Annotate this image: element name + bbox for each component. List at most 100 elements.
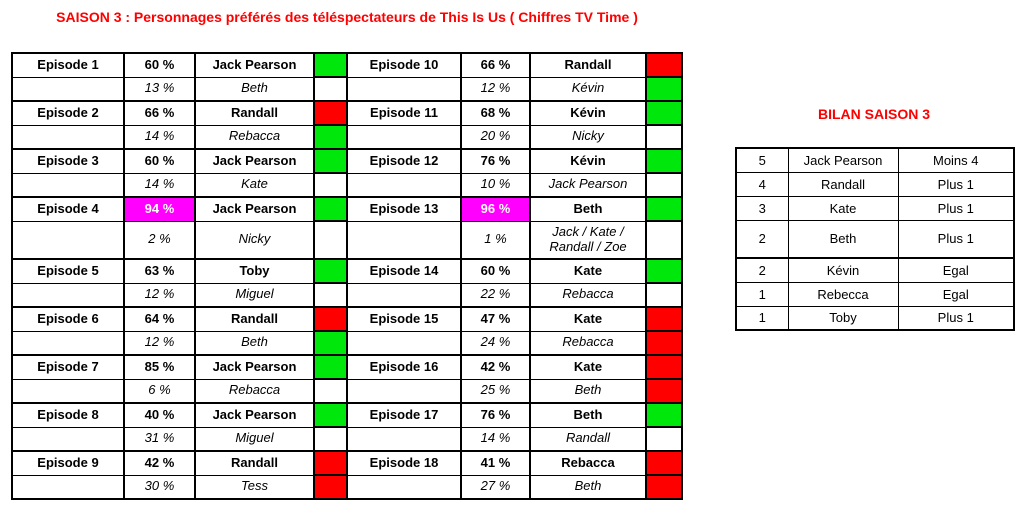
runnerup-percent-cell: 13 % [123,76,196,102]
episode-label-cell: Episode 17 [346,402,462,428]
bilan-trend-cell: Egal [897,281,1015,307]
episode-win-row: Episode 4 94 % Jack Pearson Episode 13 9… [11,196,683,222]
runnerup-character-cell: Beth [529,474,647,500]
runnerup-character-cell: Jack / Kate / Randall / Zoe [529,220,647,260]
episode-label-cell: Episode 18 [346,450,462,476]
runnerup-indicator-cell [645,76,683,102]
episode-win-row: Episode 2 66 % Randall Episode 11 68 % K… [11,100,683,126]
win-character-cell: Jack Pearson [194,52,315,78]
bilan-count-cell: 5 [735,147,789,173]
episodes-table: Episode 1 60 % Jack Pearson Episode 10 6… [11,52,683,500]
bilan-character-cell: Beth [787,219,899,259]
win-percent-cell: 76 % [460,402,531,428]
episode-label-cell: Episode 2 [11,100,125,126]
win-indicator-cell [645,100,683,126]
win-percent-cell: 60 % [460,258,531,284]
bilan-title: BILAN SAISON 3 [817,106,930,122]
runnerup-character-cell: Rebacca [194,378,315,404]
win-character-cell: Jack Pearson [194,196,315,222]
episode-label-cell: Episode 3 [11,148,125,174]
episode-label-spacer-cell [346,76,462,102]
win-indicator-cell [313,148,348,174]
runnerup-character-cell: Jack Pearson [529,172,647,198]
episode-label-spacer-cell [346,330,462,356]
runnerup-character-cell: Rebacca [529,282,647,308]
runnerup-indicator-cell [645,330,683,356]
bilan-trend-cell: Plus 1 [897,195,1015,221]
win-indicator-cell [645,148,683,174]
runnerup-character-cell: Miguel [194,426,315,452]
episode-runnerup-row: 13 % Beth 12 % Kévin [11,76,683,102]
episode-label-spacer-cell [11,330,125,356]
win-percent-cell: 66 % [123,100,196,126]
win-character-cell: Jack Pearson [194,402,315,428]
bilan-row: 1 Toby Plus 1 [735,305,1015,331]
win-indicator-cell [645,196,683,222]
bilan-row: 5 Jack Pearson Moins 4 [735,147,1015,173]
runnerup-percent-cell: 12 % [460,76,531,102]
runnerup-percent-cell: 2 % [123,220,196,260]
episode-label-spacer-cell [346,282,462,308]
episode-label-cell: Episode 10 [346,52,462,78]
win-character-cell: Kate [529,306,647,332]
episode-win-row: Episode 9 42 % Randall Episode 18 41 % R… [11,450,683,476]
win-character-cell: Kate [529,258,647,284]
episode-label-spacer-cell [11,76,125,102]
win-indicator-cell [313,100,348,126]
runnerup-indicator-cell [645,378,683,404]
win-indicator-cell [645,354,683,380]
episode-win-row: Episode 3 60 % Jack Pearson Episode 12 7… [11,148,683,174]
runnerup-character-cell: Nicky [194,220,315,260]
win-percent-cell: 94 % [123,196,196,222]
episode-label-spacer-cell [346,426,462,452]
runnerup-indicator-cell [645,172,683,198]
bilan-row: 3 Kate Plus 1 [735,195,1015,221]
runnerup-character-cell: Kate [194,172,315,198]
win-percent-cell: 42 % [123,450,196,476]
episode-label-spacer-cell [11,282,125,308]
bilan-count-cell: 2 [735,257,789,283]
runnerup-percent-cell: 14 % [123,124,196,150]
episode-label-cell: Episode 5 [11,258,125,284]
win-character-cell: Kate [529,354,647,380]
episode-runnerup-row: 31 % Miguel 14 % Randall [11,426,683,452]
bilan-row: 2 Beth Plus 1 [735,219,1015,259]
win-indicator-cell [313,402,348,428]
episode-label-spacer-cell [11,220,125,260]
bilan-row: 4 Randall Plus 1 [735,171,1015,197]
win-percent-cell: 96 % [460,196,531,222]
runnerup-character-cell: Beth [529,378,647,404]
runnerup-percent-cell: 6 % [123,378,196,404]
episode-label-spacer-cell [11,378,125,404]
win-character-cell: Jack Pearson [194,148,315,174]
episode-label-cell: Episode 9 [11,450,125,476]
episode-label-spacer-cell [346,220,462,260]
episode-label-cell: Episode 4 [11,196,125,222]
episode-win-row: Episode 5 63 % Toby Episode 14 60 % Kate [11,258,683,284]
win-percent-cell: 64 % [123,306,196,332]
runnerup-character-cell: Rebacca [194,124,315,150]
runnerup-indicator-cell [645,220,683,260]
win-percent-cell: 41 % [460,450,531,476]
episode-label-spacer-cell [11,124,125,150]
episode-win-row: Episode 7 85 % Jack Pearson Episode 16 4… [11,354,683,380]
episode-label-spacer-cell [11,474,125,500]
episode-win-row: Episode 6 64 % Randall Episode 15 47 % K… [11,306,683,332]
bilan-character-cell: Toby [787,305,899,331]
win-indicator-cell [645,306,683,332]
episode-label-cell: Episode 11 [346,100,462,126]
runnerup-percent-cell: 25 % [460,378,531,404]
runnerup-percent-cell: 20 % [460,124,531,150]
bilan-count-cell: 1 [735,281,789,307]
runnerup-percent-cell: 27 % [460,474,531,500]
win-indicator-cell [313,196,348,222]
runnerup-indicator-cell [313,76,348,102]
runnerup-character-cell: Tess [194,474,315,500]
runnerup-indicator-cell [313,426,348,452]
win-indicator-cell [645,402,683,428]
bilan-trend-cell: Plus 1 [897,219,1015,259]
win-percent-cell: 60 % [123,52,196,78]
runnerup-indicator-cell [313,378,348,404]
bilan-trend-cell: Plus 1 [897,171,1015,197]
